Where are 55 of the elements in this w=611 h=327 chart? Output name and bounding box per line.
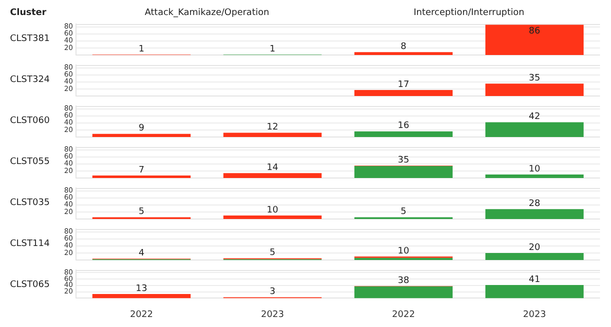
total-label: 10 xyxy=(528,164,540,174)
total-label: 10 xyxy=(398,246,410,256)
x-tick-label: 2022 xyxy=(130,310,153,320)
total-label: 1 xyxy=(138,44,144,54)
total-label: 35 xyxy=(398,156,410,166)
y-axis-title: CLST114 xyxy=(10,239,50,249)
total-label: 9 xyxy=(138,124,145,134)
bar xyxy=(485,122,584,137)
total-label: 13 xyxy=(136,284,148,294)
y-axis-title: CLST035 xyxy=(10,198,50,208)
x-tick-label: 2023 xyxy=(261,310,284,320)
total-label: 38 xyxy=(398,276,410,286)
total-label: 42 xyxy=(528,112,540,122)
bar xyxy=(354,286,453,298)
bar xyxy=(354,52,453,55)
text: Attack_Kamikaze/Operation xyxy=(144,8,270,18)
total-label: 7 xyxy=(138,165,144,176)
bar xyxy=(223,215,322,219)
total-label: 1 xyxy=(270,44,276,54)
y-axis-title: CLST324 xyxy=(10,75,50,85)
total-label: 4 xyxy=(138,248,145,258)
total-label: 28 xyxy=(528,198,540,209)
bar xyxy=(485,209,584,219)
bar xyxy=(485,24,584,55)
bar xyxy=(223,132,322,137)
total-label: 5 xyxy=(270,248,276,258)
bar xyxy=(92,134,191,137)
x-tick-label: 2022 xyxy=(392,310,415,320)
total-label: 3 xyxy=(270,287,276,298)
bar xyxy=(485,174,584,178)
x-tick-label: 2023 xyxy=(523,310,546,320)
total-label: 5 xyxy=(400,207,406,218)
y-axis-title: CLST065 xyxy=(10,280,50,290)
total-label: 12 xyxy=(266,122,278,133)
total-label: 10 xyxy=(266,205,278,216)
total-label: 20 xyxy=(528,242,540,253)
y-axis-title: CLST055 xyxy=(10,157,50,167)
total-label: 16 xyxy=(398,121,410,132)
total-label: 35 xyxy=(528,74,540,84)
total-label: 14 xyxy=(266,162,278,173)
bar xyxy=(223,173,322,178)
text: Cluster xyxy=(10,8,46,18)
bar xyxy=(354,131,453,137)
bar xyxy=(92,294,191,298)
y-axis-title: CLST060 xyxy=(10,116,50,126)
total-label: 5 xyxy=(138,207,144,218)
y-axis-title: CLST381 xyxy=(10,34,50,44)
bar xyxy=(354,166,453,178)
total-label: 86 xyxy=(528,26,540,37)
bar xyxy=(485,252,584,260)
total-label: 41 xyxy=(528,274,540,285)
bar xyxy=(485,285,584,298)
text: Interception/Interruption xyxy=(412,8,526,18)
total-label: 8 xyxy=(400,42,407,52)
total-label: 17 xyxy=(398,80,410,90)
